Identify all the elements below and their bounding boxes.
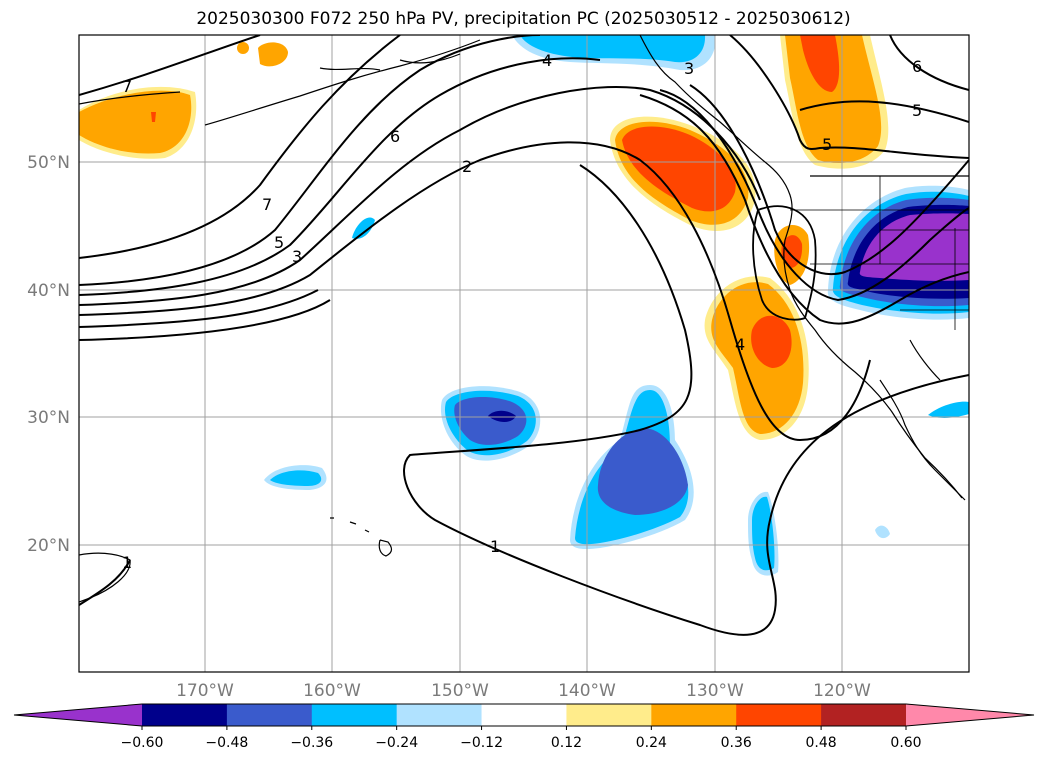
pv-contour-line xyxy=(639,94,969,325)
colorbar-tick-label: −0.12 xyxy=(460,735,503,751)
contour-labels: 7 7 6 6 5 5 5 4 4 3 3 2 1 1 xyxy=(122,51,922,572)
precip-positive-patch xyxy=(622,126,736,212)
contour-label: 1 xyxy=(490,537,500,556)
colorbar-tick-label: −0.60 xyxy=(121,735,164,751)
pv-contour-line xyxy=(79,289,319,328)
colorbar-extend-low xyxy=(14,704,142,726)
contour-label: 5 xyxy=(912,101,922,120)
lon-label: 170°W xyxy=(176,681,234,701)
precip-positive-patch xyxy=(751,315,792,368)
colorbar-tick-label: −0.48 xyxy=(205,735,248,751)
precip-negative-patch xyxy=(454,396,527,445)
precip-negative-patch xyxy=(520,35,706,63)
baja-coast xyxy=(879,339,966,501)
pv-contour-line xyxy=(79,57,601,296)
colorbar-swatch xyxy=(142,704,228,726)
lon-label: 150°W xyxy=(431,681,489,701)
colorbar-swatch xyxy=(226,704,313,726)
precip-positive-patch xyxy=(800,35,840,92)
precip-positive-patch xyxy=(237,42,249,54)
colorbar: −0.60 −0.48 −0.36 −0.24 −0.12 0.12 0.24 0.36 0.4… xyxy=(13,703,1035,751)
pv-contour-line xyxy=(659,89,969,302)
lon-label: 140°W xyxy=(558,681,616,701)
colorbar-extend-high xyxy=(906,704,1034,726)
colorbar-swatch xyxy=(396,704,483,726)
pv-contour-line xyxy=(403,164,969,636)
hawaii-islands xyxy=(330,517,393,557)
pv-contour-line xyxy=(79,559,131,606)
colorbar-swatch xyxy=(481,704,567,726)
contour-label: 5 xyxy=(274,233,284,252)
figure-title: 2025030300 F072 250 hPa PV, precipitatio… xyxy=(196,9,851,29)
colorbar-tick-label: −0.36 xyxy=(290,735,333,751)
precip-negative-patch xyxy=(270,470,322,486)
colorbar-tick-label: 0.48 xyxy=(806,735,837,751)
us-state-lines xyxy=(790,176,969,330)
pv-contour-line xyxy=(79,35,261,96)
map-frame xyxy=(78,34,970,673)
southeast-alaska-coast xyxy=(639,35,963,499)
lon-axis-labels: 170°W 160°W 150°W 140°W 130°W 120°W xyxy=(176,681,871,701)
precip-negative-patch xyxy=(752,496,775,571)
colorbar-swatch xyxy=(821,704,907,726)
colorbar-swatch xyxy=(311,704,398,726)
colorbar-tick-label: 0.24 xyxy=(636,735,667,751)
precip-fill-layer xyxy=(79,35,969,576)
lat-label: 40°N xyxy=(27,281,70,301)
contour-label: 6 xyxy=(912,57,922,76)
precip-negative-patch xyxy=(488,410,516,422)
pv-contour-line xyxy=(79,141,871,442)
pv-contour-line xyxy=(79,35,541,286)
precip-negative-patch xyxy=(875,525,890,539)
contour-label: 1 xyxy=(122,553,132,572)
lon-label: 120°W xyxy=(813,681,871,701)
contour-label: 2 xyxy=(462,157,472,176)
contour-label: 7 xyxy=(262,195,272,214)
precip-negative-patch xyxy=(597,428,688,515)
pv-contour-line xyxy=(729,35,969,159)
precip-positive-patch xyxy=(151,112,156,122)
contour-label: 7 xyxy=(122,77,132,96)
pv-contour-line xyxy=(752,205,817,321)
precip-positive-patch xyxy=(79,90,192,154)
lon-label: 130°W xyxy=(686,681,744,701)
colorbar-swatch xyxy=(736,704,822,726)
pv-contour-line xyxy=(79,299,331,341)
lat-axis-labels: 50°N 40°N 30°N 20°N xyxy=(27,153,70,556)
pv-contour-line xyxy=(79,85,761,306)
map-area: 7 7 6 6 5 5 5 4 4 3 3 2 1 1 xyxy=(79,35,969,672)
pv-contour-line xyxy=(889,35,969,91)
precip-negative-patch xyxy=(928,401,969,418)
lat-label: 20°N xyxy=(27,536,70,556)
lat-label: 30°N xyxy=(27,408,70,428)
gridlines xyxy=(79,35,969,672)
colorbar-tick-label: 0.60 xyxy=(890,735,921,751)
coastlines xyxy=(79,35,969,603)
contour-label: 5 xyxy=(822,135,832,154)
precip-positive-patch xyxy=(258,42,288,67)
colorbar-tick-label: 0.36 xyxy=(721,735,752,751)
contour-label: 6 xyxy=(390,127,400,146)
lat-label: 50°N xyxy=(27,153,70,173)
contour-label: 4 xyxy=(542,51,552,70)
pv-contour-line xyxy=(79,35,401,259)
lon-label: 160°W xyxy=(303,681,361,701)
contour-label: 4 xyxy=(735,335,745,354)
contour-label: 3 xyxy=(292,247,302,266)
colorbar-swatch xyxy=(566,704,652,726)
colorbar-tick-label: −0.24 xyxy=(375,735,418,751)
pv-contours xyxy=(79,35,969,636)
pv-contour-line xyxy=(689,84,969,276)
precip-negative-patch xyxy=(352,217,375,239)
pv-contour-line xyxy=(799,100,969,123)
colorbar-tick-label: 0.12 xyxy=(551,735,582,751)
contour-label: 3 xyxy=(684,59,694,78)
colorbar-swatch xyxy=(651,704,737,726)
